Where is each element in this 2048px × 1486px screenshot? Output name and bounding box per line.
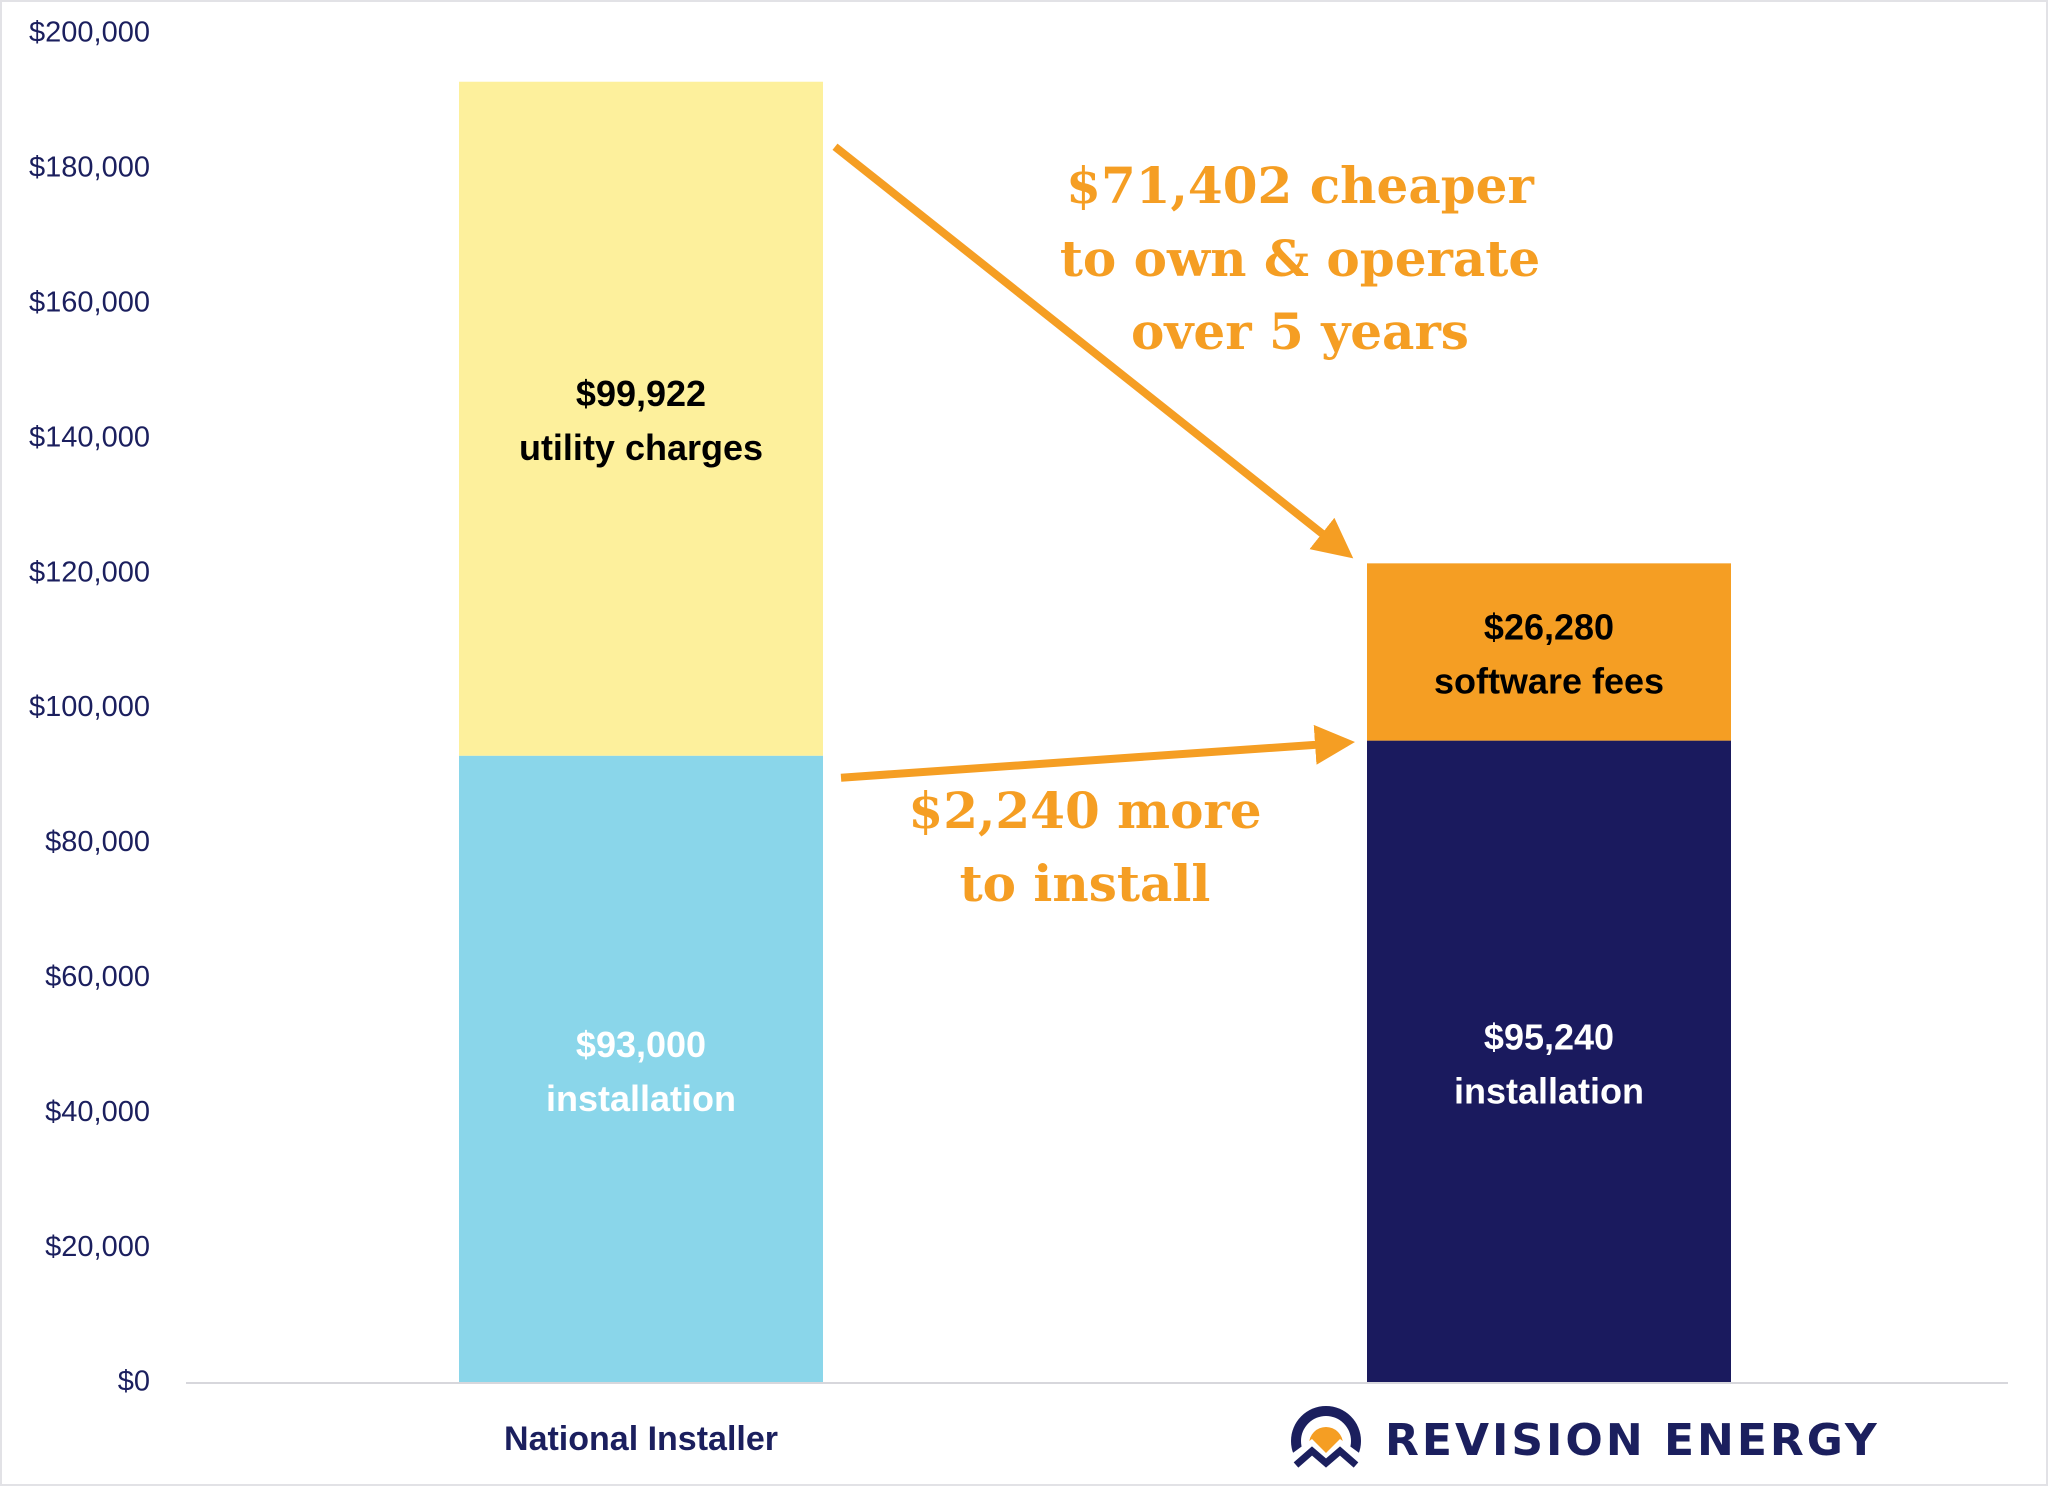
install-diff-arrow xyxy=(840,724,1355,782)
install-diff-annotation-line: $2,240 more xyxy=(908,781,1261,840)
y-tick-label: $100,000 xyxy=(29,691,150,723)
x-category-label-brand: REVISION ENERGY xyxy=(1385,1415,1880,1466)
revision-energy-logo: REVISION ENERGY xyxy=(1290,1406,1880,1481)
y-tick-label: $200,000 xyxy=(29,17,150,49)
segment-value-label: $99,922 xyxy=(576,373,706,414)
savings-annotation-line: over 5 years xyxy=(1131,302,1469,361)
annotations: $71,402 cheaper to own & operate over 5 ye… xyxy=(832,143,1540,913)
savings-arrow xyxy=(832,143,1354,559)
y-tick-label: $80,000 xyxy=(45,826,150,858)
y-tick-label: $20,000 xyxy=(45,1231,150,1263)
y-tick-label: $160,000 xyxy=(29,286,150,318)
x-category-label: National Installer xyxy=(504,1420,778,1458)
segment-value-label: $93,000 xyxy=(576,1024,706,1065)
y-tick-label: $120,000 xyxy=(29,556,150,588)
bar-segment xyxy=(459,81,823,756)
segment-value-label: $95,240 xyxy=(1484,1016,1614,1057)
segment-value-label: $26,280 xyxy=(1484,606,1614,647)
segment-text-label: software fees xyxy=(1434,660,1664,701)
install-diff-annotation-line: to install xyxy=(960,854,1211,913)
y-tick-label: $60,000 xyxy=(45,961,150,993)
bar-segment xyxy=(1367,563,1731,741)
y-tick-label: $40,000 xyxy=(45,1096,150,1128)
y-tick-label: $0 xyxy=(118,1366,150,1398)
segment-text-label: installation xyxy=(546,1078,736,1119)
x-axis: National Installer REVISION ENERGY xyxy=(186,1382,2008,1481)
bar-segment xyxy=(459,755,823,1383)
segment-text-label: installation xyxy=(1454,1070,1644,1111)
y-tick-label: $140,000 xyxy=(29,421,150,453)
savings-annotation-line: $71,402 cheaper xyxy=(1066,156,1534,215)
bars: $93,000 installation $99,922 utility charge… xyxy=(459,81,1731,1383)
savings-annotation-line: to own & operate xyxy=(1060,229,1540,288)
y-tick-label: $180,000 xyxy=(29,152,150,184)
y-axis: $0 $20,000 $40,000 $60,000 $80,000 $100,000 $1… xyxy=(29,17,150,1398)
bar-segment xyxy=(1367,740,1731,1383)
segment-text-label: utility charges xyxy=(519,427,763,468)
